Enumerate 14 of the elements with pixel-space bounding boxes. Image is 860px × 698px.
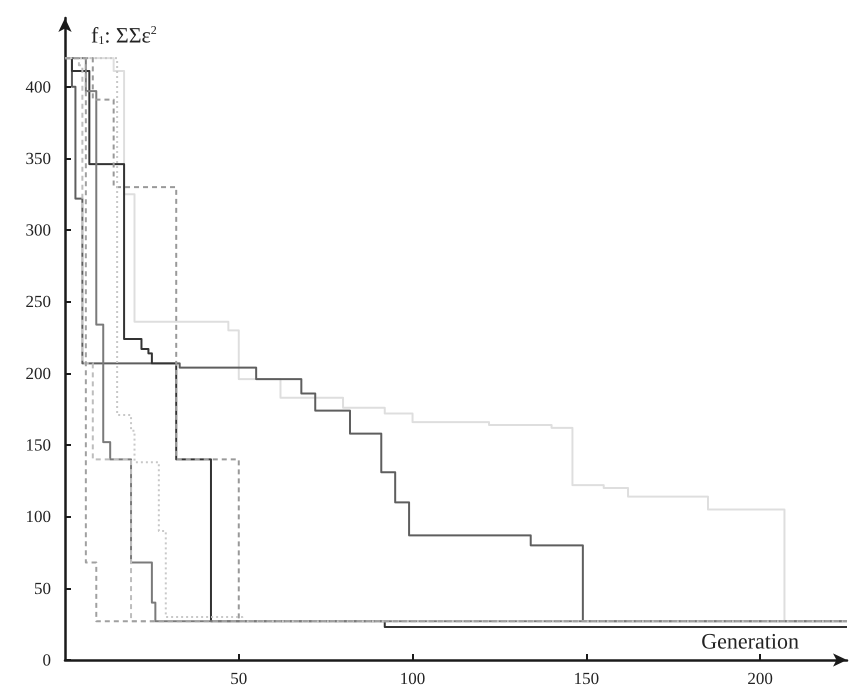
y-tick-label: 100 (26, 507, 51, 526)
y-tick-label: 0 (42, 650, 51, 670)
y-tick-label: 50 (34, 578, 51, 598)
x-axis-title: Generation (701, 628, 799, 654)
y-tick-label: 250 (26, 292, 51, 312)
x-tick-label: 150 (574, 669, 600, 688)
x-tick-label: 200 (747, 669, 773, 688)
y-tick-label: 300 (26, 220, 51, 240)
x-tick-label: 50 (230, 669, 248, 688)
x-tick-label: 100 (400, 669, 426, 688)
y-tick-label: 200 (26, 364, 51, 383)
y-tick-label: 350 (26, 148, 51, 168)
y-tick-label: 150 (26, 436, 51, 455)
y-tick-label: 400 (26, 77, 51, 96)
